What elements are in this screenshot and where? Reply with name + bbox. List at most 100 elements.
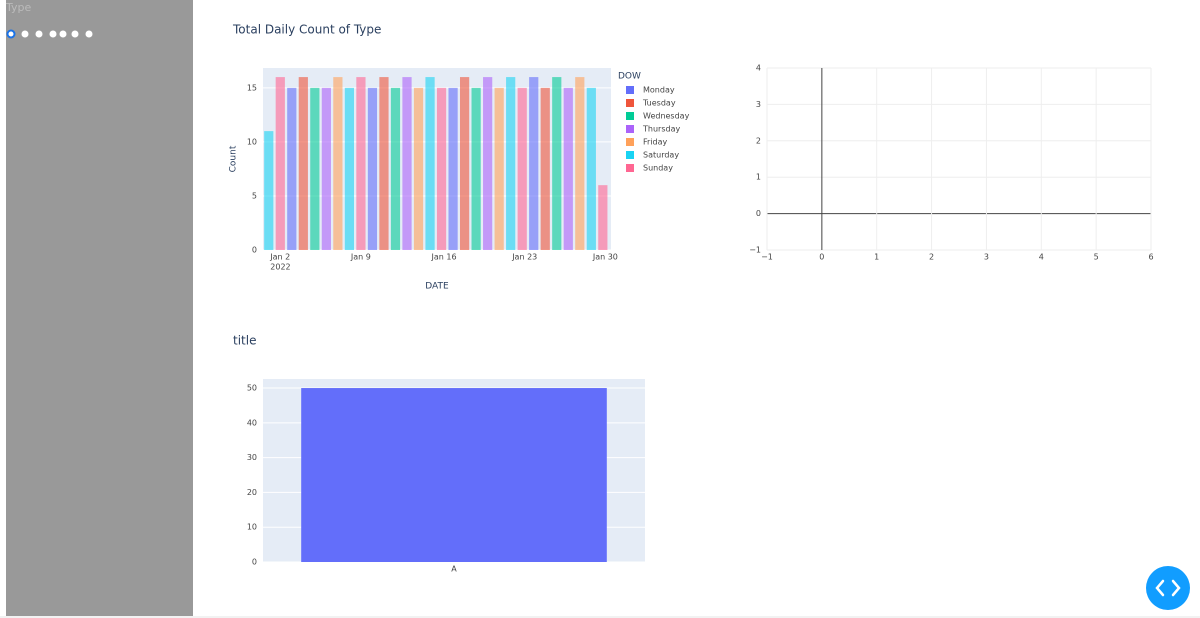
legend-label: Saturday: [643, 151, 679, 160]
y-tick-label: 50: [247, 384, 257, 393]
x-tick-label: 0: [819, 253, 824, 262]
y-tick-label: 20: [247, 488, 257, 497]
bar: [517, 87, 527, 250]
x-tick-label: 3: [984, 253, 989, 262]
bar: [448, 87, 458, 250]
debug-button[interactable]: [1146, 566, 1190, 610]
y-tick-label: 40: [247, 418, 257, 427]
bar: [402, 77, 412, 250]
y-tick-label: 5: [252, 191, 257, 200]
plot-background: [767, 68, 1151, 250]
y-tick-label: 15: [247, 83, 257, 92]
bar: [459, 77, 470, 250]
bar: [310, 87, 320, 250]
bar: [552, 77, 562, 250]
bar: [367, 87, 378, 250]
bar: [471, 87, 481, 250]
legend-swatch: [626, 151, 634, 159]
y-axis-title: Count: [229, 145, 239, 172]
legend-title: DOW: [618, 72, 641, 82]
y-tick-label: 30: [247, 453, 257, 462]
bar: [563, 87, 573, 250]
chart-title: Total Daily Count of Type: [232, 23, 381, 37]
bar: [494, 87, 504, 250]
radio[interactable]: [49, 30, 57, 38]
x-tick-label: 6: [1148, 253, 1153, 262]
bar: [390, 87, 401, 250]
bar: [586, 87, 596, 250]
chart: −1 0 1 2 3 4 −1 0 1 2 3 4 5 6: [749, 64, 1153, 262]
bar: [506, 77, 516, 250]
bar: [356, 77, 366, 250]
bar: [333, 77, 343, 250]
sidebar: [6, 0, 193, 616]
legend-swatch: [626, 86, 634, 94]
radio[interactable]: [6, 29, 16, 39]
footer-strip: [0, 616, 1200, 618]
y-tick-label: 2: [756, 136, 761, 145]
x-tick-label: 4: [1039, 253, 1044, 262]
y-tick-label: −1: [749, 246, 761, 255]
radio[interactable]: [71, 30, 79, 38]
radio-group: [6, 29, 93, 39]
y-tick-label: 1: [756, 173, 761, 182]
x-tick-label: A: [451, 565, 457, 574]
legend-label: Tuesday: [642, 99, 676, 108]
y-tick-label: 0: [252, 246, 257, 255]
legend-swatch: [626, 125, 634, 133]
y-tick-label: 0: [252, 558, 257, 567]
x-tick-label: 2: [929, 253, 934, 262]
legend-swatch: [626, 99, 634, 107]
x-axis-title: DATE: [425, 282, 449, 292]
debug-icon[interactable]: [1155, 579, 1181, 597]
legend-label: Wednesday: [643, 112, 690, 121]
x-tick-label: Jan 2: [269, 253, 290, 262]
bar: [301, 388, 607, 562]
bar: [575, 77, 585, 250]
legend-swatch: [626, 112, 634, 120]
x-tick-label: 5: [1094, 253, 1099, 262]
bar: [529, 77, 539, 250]
sidebar-label: Type: [5, 1, 31, 14]
legend-label: Sunday: [643, 164, 673, 173]
bar: [425, 77, 435, 250]
bar: [287, 87, 297, 250]
x-tick-label: −1: [761, 253, 773, 262]
bar: [436, 87, 447, 250]
y-tick-label: 3: [756, 100, 761, 109]
debug-button-circle[interactable]: [1146, 566, 1190, 610]
bar: [598, 185, 608, 250]
y-tick-label: 10: [247, 137, 257, 146]
bar: [540, 87, 550, 250]
bar: [275, 77, 285, 250]
bar: [379, 77, 389, 250]
chart-title: title: [233, 334, 256, 348]
legend-label: Monday: [643, 86, 675, 95]
legend-label: Thursday: [642, 125, 680, 134]
x-tick-label: Jan 30: [592, 253, 618, 262]
x-tick-label: Jan 16: [431, 253, 457, 262]
y-tick-label: 4: [756, 64, 761, 73]
bar: [344, 87, 355, 250]
radio[interactable]: [35, 30, 43, 38]
x-year-label: 2022: [270, 263, 290, 272]
radio[interactable]: [59, 30, 67, 38]
chart: title 0 10 20 30 40 50 A: [233, 334, 645, 574]
legend-swatch: [626, 138, 634, 146]
bar: [413, 87, 424, 250]
bar: [483, 77, 493, 250]
radio[interactable]: [21, 30, 29, 38]
x-tick-label: 1: [874, 253, 879, 262]
bar: [321, 87, 331, 250]
x-tick-label: Jan 23: [511, 253, 537, 262]
y-tick-label: 10: [247, 523, 257, 532]
legend-label: Friday: [643, 138, 668, 147]
chart: Total Daily Count of Type 0 5 10 15 Jan 2 Jan …: [229, 23, 690, 292]
y-tick-label: 0: [756, 209, 761, 218]
legend-swatch: [626, 164, 634, 172]
radio[interactable]: [85, 30, 93, 38]
bar: [264, 131, 274, 250]
x-tick-label: Jan 9: [350, 253, 371, 262]
